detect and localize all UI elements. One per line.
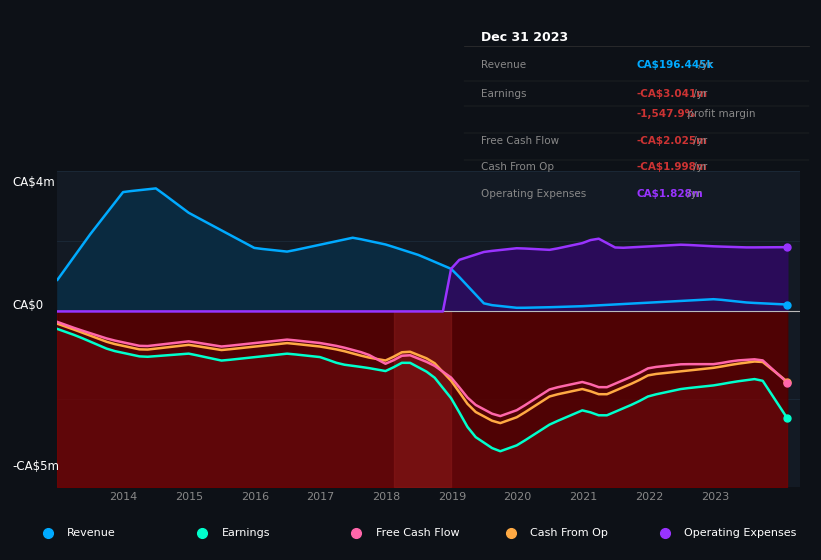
Text: Cash From Op: Cash From Op [530,529,608,538]
Text: Free Cash Flow: Free Cash Flow [376,529,460,538]
Text: Dec 31 2023: Dec 31 2023 [481,31,568,44]
Text: /yr: /yr [690,162,707,172]
Text: Cash From Op: Cash From Op [481,162,554,172]
Text: -1,547.9%: -1,547.9% [636,109,695,119]
Text: profit margin: profit margin [685,109,756,119]
Text: CA$4m: CA$4m [12,176,55,189]
Text: Free Cash Flow: Free Cash Flow [481,136,559,146]
Text: -CA$2.025m: -CA$2.025m [636,136,707,146]
Text: -CA$5m: -CA$5m [12,460,59,473]
Text: CA$1.828m: CA$1.828m [636,189,703,199]
Text: /yr: /yr [690,136,707,146]
Text: /yr: /yr [695,60,713,70]
Text: CA$196.445k: CA$196.445k [636,60,713,70]
Text: Earnings: Earnings [481,88,526,99]
Text: -CA$1.998m: -CA$1.998m [636,162,707,172]
Text: /yr: /yr [690,88,707,99]
Text: Earnings: Earnings [222,529,270,538]
Text: Revenue: Revenue [67,529,116,538]
Text: /yr: /yr [685,189,702,199]
Text: CA$0: CA$0 [12,298,44,312]
Text: Operating Expenses: Operating Expenses [685,529,797,538]
Text: -CA$3.041m: -CA$3.041m [636,88,708,99]
Text: Operating Expenses: Operating Expenses [481,189,586,199]
Text: Revenue: Revenue [481,60,526,70]
